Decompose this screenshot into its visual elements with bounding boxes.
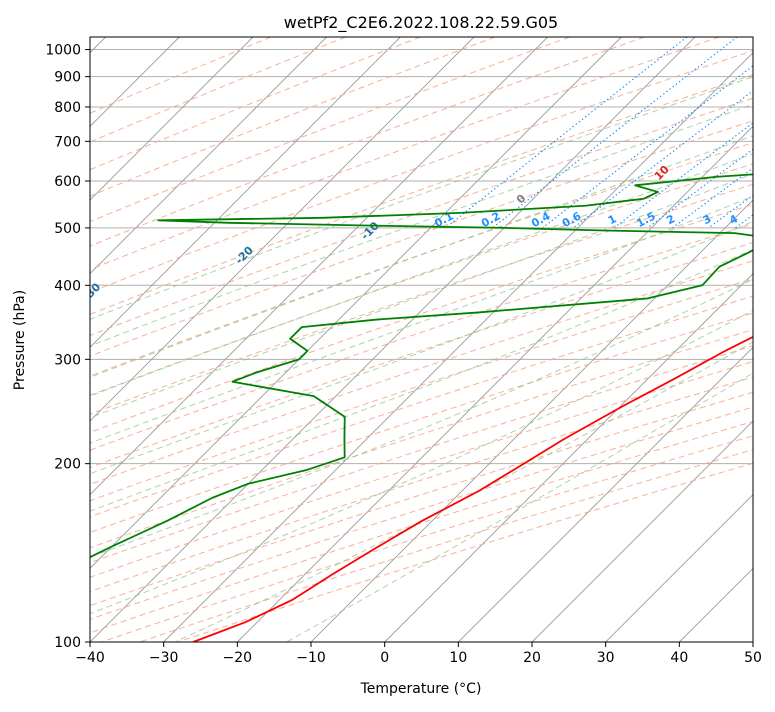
isotherm-line	[90, 37, 696, 642]
x-tick-label: 10	[449, 650, 467, 666]
dry-adiabat-line	[90, 329, 753, 549]
isotherm-line	[90, 37, 401, 348]
y-tick-label: 700	[54, 134, 81, 150]
mixing-ratio-line	[445, 37, 688, 229]
y-tick-label: 400	[54, 278, 81, 294]
dry-adiabat-line	[90, 120, 753, 357]
mixing-ratio-line	[613, 122, 753, 229]
y-tick-label: 200	[54, 457, 81, 473]
dewpoint-profile-line	[90, 173, 753, 559]
isotherm-line	[163, 52, 753, 642]
x-tick-label: −10	[296, 650, 326, 666]
isotherm-lines	[90, 37, 753, 642]
dry-adiabat-line	[90, 345, 753, 564]
dry-adiabat-line	[90, 50, 753, 293]
x-tick-label: −20	[223, 650, 253, 666]
dry-adiabat-line	[90, 361, 753, 578]
y-tick-label: 800	[54, 100, 81, 116]
sounding-series	[90, 173, 753, 642]
x-tick-label: 20	[523, 650, 541, 666]
moist-adiabat-line	[90, 153, 753, 397]
y-tick-label: 100	[54, 635, 81, 651]
y-axis-label: Pressure (hPa)	[12, 290, 28, 390]
plot-frame	[89, 36, 754, 643]
dry-adiabat-line	[90, 37, 421, 171]
x-tick-label: −40	[75, 650, 105, 666]
temperature-profile-line	[192, 335, 753, 642]
moist-adiabat-line	[90, 195, 753, 444]
x-tick-label: 50	[744, 650, 762, 666]
dry-adiabat-line	[90, 183, 753, 415]
dry-adiabat-line	[90, 163, 753, 396]
chart-title: wetPf2_C2E6.2022.108.22.59.G05	[284, 13, 558, 33]
isotherm-line	[458, 346, 753, 642]
isotherm-line	[90, 37, 622, 569]
x-axis: −40 −30 −20 −10 0 10 20 30 40 50	[75, 642, 762, 666]
x-tick-label: 0	[380, 650, 389, 666]
moist-adiabat-line	[90, 76, 753, 320]
moist-adiabat-line	[90, 173, 753, 419]
dry-adiabat-line	[90, 37, 496, 197]
isotherm-line	[384, 273, 753, 642]
dry-adiabat-line	[101, 435, 753, 642]
mixing-ratio-line	[542, 65, 753, 229]
y-axis: 1000 900 800 700 600 500 400 300 200 100	[45, 43, 90, 651]
x-axis-label: Temperature (°C)	[360, 681, 482, 697]
isotherm-line	[605, 494, 753, 642]
x-tick-label: 40	[670, 650, 688, 666]
y-tick-label: 900	[54, 70, 81, 86]
mixing-ratio-line	[672, 167, 753, 229]
dry-adiabat-line	[90, 37, 720, 271]
isotherm-line	[90, 37, 548, 496]
isotherm-line	[90, 37, 327, 275]
moist-adiabat-line	[90, 278, 753, 558]
isotherm-line	[531, 420, 753, 642]
dry-adiabat-line	[90, 37, 346, 143]
dry-adiabat-line	[90, 37, 645, 247]
dry-adiabat-line	[139, 449, 753, 642]
y-tick-label: 1000	[45, 43, 81, 59]
pressure-grid	[90, 49, 753, 642]
isotherm-line	[90, 37, 475, 422]
isotherm-line	[90, 37, 254, 201]
dry-adiabat-line	[90, 97, 753, 337]
x-tick-label: −30	[149, 650, 179, 666]
dry-adiabat-line	[90, 142, 753, 377]
moist-adiabat-lines	[90, 76, 753, 642]
mixing-ratio-lines	[445, 37, 753, 229]
y-tick-label: 600	[54, 174, 81, 190]
y-tick-label: 300	[54, 352, 81, 368]
x-tick-label: 30	[597, 650, 615, 666]
y-tick-label: 500	[54, 221, 81, 237]
isotherm-line	[237, 125, 753, 642]
isotherm-line	[310, 199, 753, 642]
dry-adiabat-line	[177, 462, 753, 642]
dry-adiabat-lines	[90, 37, 753, 642]
